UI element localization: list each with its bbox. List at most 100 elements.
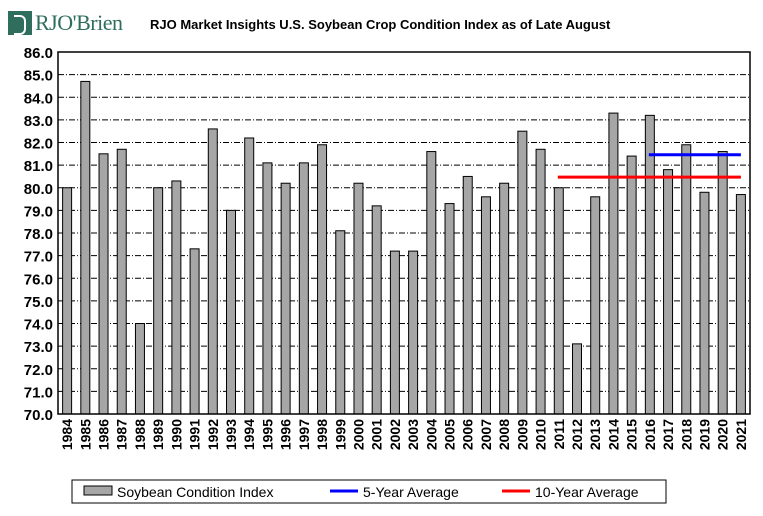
bar-2021 [735,194,746,415]
bar-1992 [207,128,218,415]
bar-1986 [98,153,109,415]
y-tick-label: 74.0 [24,317,53,334]
y-tick-label: 78.0 [24,226,53,243]
bar-2000 [353,182,364,415]
bar-2013 [590,196,601,415]
y-tick-label: 77.0 [24,249,53,266]
x-tick-label: 1992 [205,419,221,450]
x-tick-label: 2015 [624,419,640,450]
x-tick-label: 2017 [660,419,676,450]
bar-1993 [226,209,236,415]
bar-2009 [517,130,528,415]
x-tick-label: 1991 [187,419,203,450]
x-tick-label: 1998 [314,419,330,450]
bar-1999 [335,230,346,415]
x-tick-label: 2013 [587,419,603,450]
x-tick-label: 2004 [423,419,439,450]
bar-1985 [80,80,91,415]
x-tick-label: 2011 [551,419,567,450]
x-tick-label: 2012 [569,419,585,450]
x-tick-label: 1996 [278,419,294,450]
x-tick-label: 2009 [514,419,530,450]
chart-title: RJO Market Insights U.S. Soybean Crop Co… [150,17,611,32]
x-tick-label: 2003 [405,419,421,450]
bar-1994 [244,137,255,415]
x-tick-label: 2016 [642,419,658,450]
bar-1989 [153,187,164,415]
plot-area-border [57,51,751,415]
bar-2017 [663,169,674,415]
legend-swatch-bar [83,485,113,496]
bar-2011 [553,187,564,415]
x-tick-label: 1984 [59,419,75,450]
bar-2006 [462,175,473,415]
x-tick-label: 2008 [496,419,512,450]
x-tick-label: 1988 [132,419,148,450]
legend-label: Soybean Condition Index [117,484,273,500]
x-tick-label: 1990 [168,419,184,450]
x-tick-label: 2010 [533,419,549,450]
x-tick-label: 2001 [369,419,385,450]
x-tick-label: 2018 [678,419,694,450]
bar-2007 [480,196,491,415]
y-tick-label: 70.0 [24,407,53,424]
bar-2012 [572,343,582,415]
x-tick-label: 2006 [460,419,476,450]
bar-2015 [626,155,637,415]
y-tick-label: 84.0 [24,90,53,107]
legend [71,479,667,504]
bar-2016 [644,114,655,415]
bar-2002 [389,250,400,415]
x-tick-label: 2002 [387,419,403,450]
y-tick-label: 73.0 [24,339,53,356]
y-tick-label: 86.0 [24,45,53,62]
bar-1998 [317,144,328,415]
x-tick-label: 1995 [259,419,275,450]
x-tick-label: 2000 [350,419,366,450]
bar-1988 [134,323,145,415]
x-tick-label: 1993 [223,419,239,450]
legend-label: 5-Year Average [363,484,459,500]
x-tick-label: 1987 [114,419,130,450]
logo-text: RJO'Brien [35,10,123,35]
bar-1990 [171,180,182,415]
y-tick-label: 75.0 [24,294,53,311]
x-tick-label: 1986 [96,419,112,450]
bar-1984 [62,187,73,415]
x-tick-label: 2020 [715,419,731,450]
y-tick-label: 81.0 [24,158,53,175]
y-tick-label: 76.0 [24,271,53,288]
bar-2005 [444,203,455,415]
bar-1995 [262,162,273,415]
y-tick-label: 79.0 [24,203,53,220]
legend-label: 10-Year Average [535,484,639,500]
logo-mark-icon [8,11,32,35]
x-tick-label: 1994 [241,419,257,450]
y-tick-label: 80.0 [24,181,53,198]
bar-1997 [298,162,309,415]
bar-2010 [535,148,546,415]
x-tick-label: 2007 [478,419,494,450]
x-tick-label: 2021 [733,419,749,450]
x-tick-label: 1989 [150,419,166,450]
x-tick-label: 2005 [442,419,458,450]
bar-2004 [426,151,437,415]
bar-2014 [608,112,619,415]
y-tick-label: 83.0 [24,113,53,130]
rjobrien-logo: RJO'Brien [8,10,123,36]
y-tick-label: 82.0 [24,136,53,153]
y-tick-label: 72.0 [24,362,53,379]
x-tick-label: 1999 [332,419,348,450]
bar-2001 [371,205,382,415]
y-tick-label: 85.0 [24,68,53,85]
y-tick-label: 71.0 [24,384,53,401]
bar-2008 [499,182,510,415]
x-tick-label: 1997 [296,419,312,450]
x-tick-label: 1985 [77,419,93,450]
x-tick-label: 2019 [696,419,712,450]
bar-1996 [280,182,291,415]
x-tick-label: 2014 [605,419,621,450]
bar-1991 [189,248,200,415]
